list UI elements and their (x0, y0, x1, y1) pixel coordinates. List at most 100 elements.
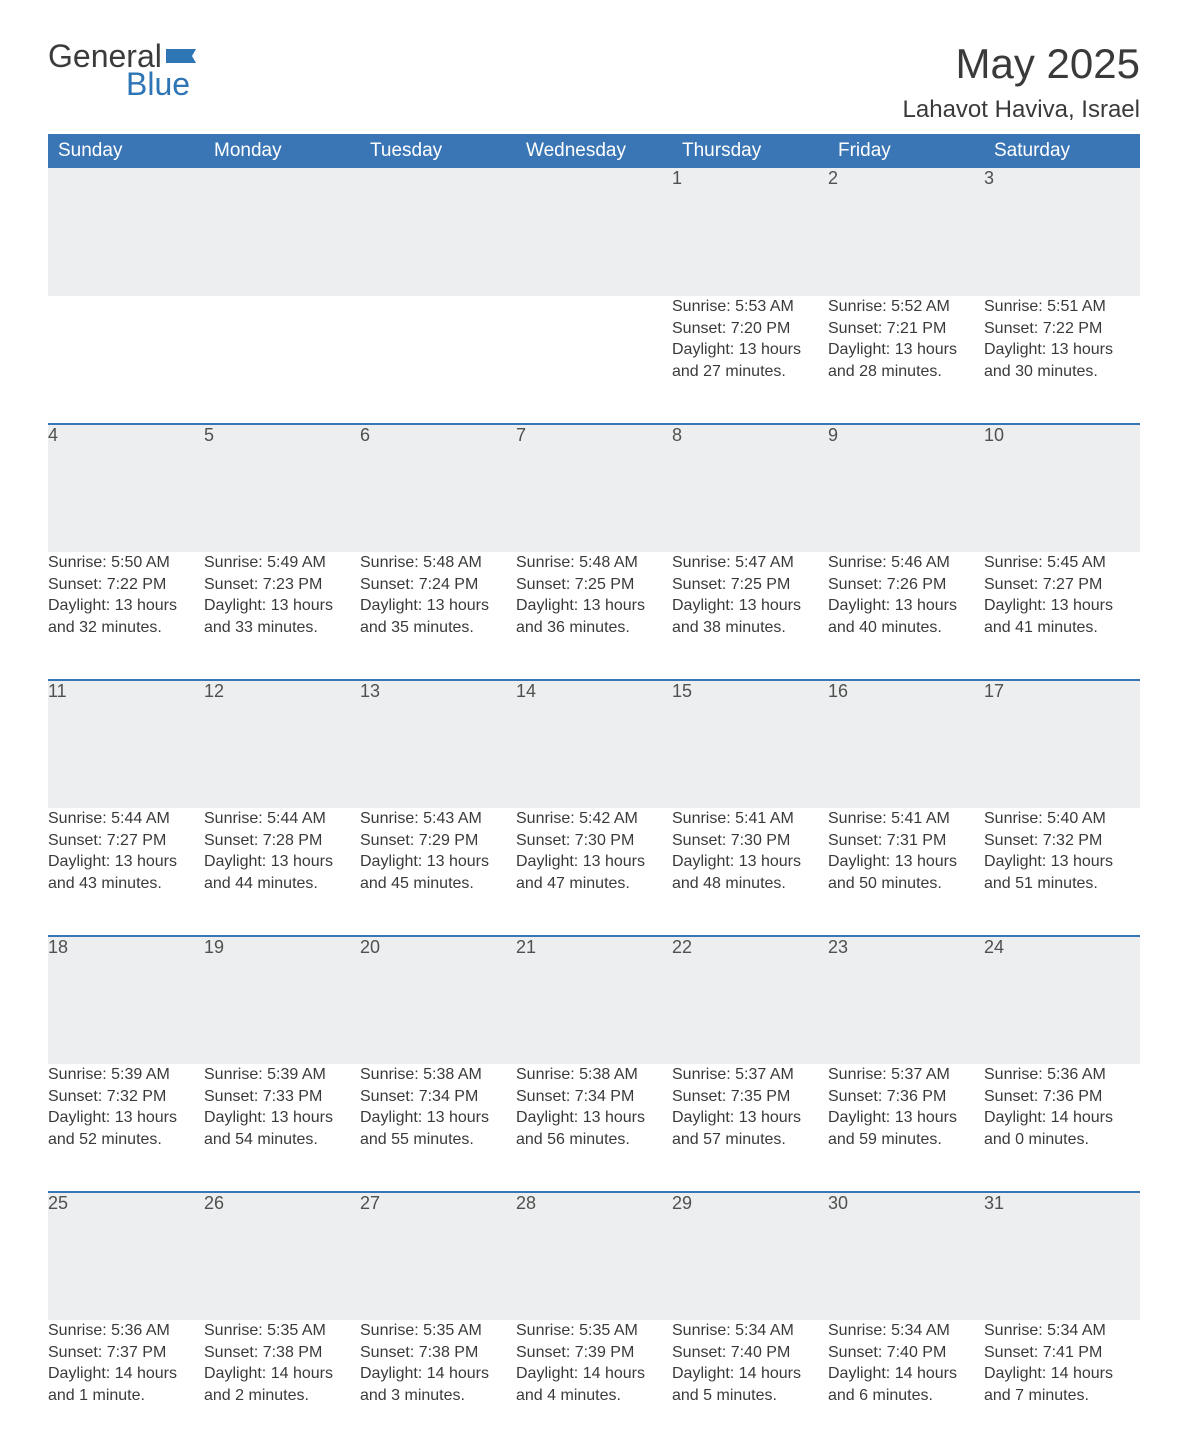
empty-cell (48, 296, 204, 424)
sunset-line: Sunset: 7:32 PM (48, 1088, 166, 1105)
calendar-table: SundayMondayTuesdayWednesdayThursdayFrid… (48, 134, 1140, 1448)
day-number: 30 (828, 1192, 984, 1320)
sunset-line: Sunset: 7:25 PM (516, 576, 634, 593)
day-details: Sunrise: 5:45 AMSunset: 7:27 PMDaylight:… (984, 552, 1140, 680)
sunrise-line: Sunrise: 5:35 AM (516, 1322, 638, 1339)
sunrise-line: Sunrise: 5:49 AM (204, 554, 326, 571)
empty-cell (516, 296, 672, 424)
sunrise-line: Sunrise: 5:39 AM (204, 1066, 326, 1083)
weekday-header: Friday (828, 134, 984, 168)
daylight-line: Daylight: 14 hoursand 2 minutes. (204, 1365, 333, 1404)
sunset-line: Sunset: 7:34 PM (516, 1088, 634, 1105)
day-details: Sunrise: 5:44 AMSunset: 7:27 PMDaylight:… (48, 808, 204, 936)
day-number: 19 (204, 936, 360, 1064)
sunset-line: Sunset: 7:20 PM (672, 320, 790, 337)
day-number: 3 (984, 168, 1140, 296)
day-details: Sunrise: 5:35 AM Sunset: 7:38 PM Daylight:… (204, 1320, 360, 1448)
empty-cell (204, 296, 360, 424)
sunrise-line: Sunrise: 5:46 AM (828, 554, 950, 571)
sunrise-line: Sunrise: 5:41 AM (828, 810, 950, 827)
sunset-line: Sunset: 7:37 PM (48, 1344, 166, 1361)
daylight-line: Daylight: 13 hoursand 55 minutes. (360, 1109, 489, 1148)
sunrise-line: Sunrise: 5:45 AM (984, 554, 1106, 571)
weekday-header-row: SundayMondayTuesdayWednesdayThursdayFrid… (48, 134, 1140, 168)
day-details: Sunrise: 5:37 AM Sunset: 7:35 PM Daylight:… (672, 1064, 828, 1192)
weekday-header: Monday (204, 134, 360, 168)
daylight-line: Daylight: 13 hoursand 30 minutes. (984, 341, 1113, 380)
sunset-line: Sunset: 7:27 PM (984, 576, 1102, 593)
sunrise-line: Sunrise: 5:38 AM (516, 1066, 638, 1083)
logo: General Blue (48, 40, 196, 100)
daylight-line: Daylight: 13 hoursand 27 minutes. (672, 341, 801, 380)
daylight-line: Daylight: 14 hoursand 0 minutes. (984, 1109, 1113, 1148)
day-number: 11 (48, 680, 204, 808)
day-details: Sunrise: 5:34 AMSunset: 7:40 PMDaylight:… (672, 1320, 828, 1448)
sunset-line: Sunset: 7:33 PM (204, 1088, 322, 1105)
empty-cell (204, 168, 360, 296)
day-number: 14 (516, 680, 672, 808)
day-number: 10 (984, 424, 1140, 552)
daylight-line: Daylight: 14 hoursand 1 minute. (48, 1365, 177, 1404)
daylight-line: Daylight: 13 hoursand 47 minutes. (516, 853, 645, 892)
sunrise-line: Sunrise: 5:34 AM (984, 1322, 1106, 1339)
sunrise-line: Sunrise: 5:34 AM (828, 1322, 950, 1339)
day-number: 17 (984, 680, 1140, 808)
sunset-line: Sunset: 7:21 PM (828, 320, 946, 337)
weekday-header: Sunday (48, 134, 204, 168)
daylight-line: Daylight: 13 hoursand 33 minutes. (204, 597, 333, 636)
sunrise-line: Sunrise: 5:37 AM (672, 1066, 794, 1083)
sunrise-line: Sunrise: 5:47 AM (672, 554, 794, 571)
empty-cell (360, 296, 516, 424)
day-details: Sunrise: 5:38 AMSunset: 7:34 PMDaylight:… (360, 1064, 516, 1192)
sunset-line: Sunset: 7:26 PM (828, 576, 946, 593)
sunrise-line: Sunrise: 5:53 AM (672, 298, 794, 315)
daylight-line: Daylight: 14 hoursand 7 minutes. (984, 1365, 1113, 1404)
sunset-line: Sunset: 7:28 PM (204, 832, 322, 849)
weekday-header: Tuesday (360, 134, 516, 168)
day-number: 26 (204, 1192, 360, 1320)
sunrise-line: Sunrise: 5:44 AM (48, 810, 170, 827)
sunset-line: Sunset: 7:29 PM (360, 832, 478, 849)
empty-cell (360, 168, 516, 296)
sunset-line: Sunset: 7:35 PM (672, 1088, 790, 1105)
sunset-line: Sunset: 7:40 PM (828, 1344, 946, 1361)
daylight-line: Daylight: 13 hoursand 40 minutes. (828, 597, 957, 636)
day-details: Sunrise: 5:49 AMSunset: 7:23 PMDaylight:… (204, 552, 360, 680)
sunset-line: Sunset: 7:40 PM (672, 1344, 790, 1361)
day-number: 23 (828, 936, 984, 1064)
weekday-header: Saturday (984, 134, 1140, 168)
sunrise-line: Sunrise: 5:37 AM (828, 1066, 950, 1083)
sunrise-line: Sunrise: 5:36 AM (48, 1322, 170, 1339)
day-details: Sunrise: 5:42 AMSunset: 7:30 PMDaylight:… (516, 808, 672, 936)
daylight-line: Daylight: 13 hoursand 51 minutes. (984, 853, 1113, 892)
daylight-line: Daylight: 14 hoursand 4 minutes. (516, 1365, 645, 1404)
sunrise-line: Sunrise: 5:39 AM (48, 1066, 170, 1083)
daylight-line: Daylight: 13 hoursand 54 minutes. (204, 1109, 333, 1148)
day-number: 9 (828, 424, 984, 552)
day-details: Sunrise: 5:51 AMSunset: 7:22 PMDaylight:… (984, 296, 1140, 424)
sunrise-line: Sunrise: 5:52 AM (828, 298, 950, 315)
day-number: 16 (828, 680, 984, 808)
day-details: Sunrise: 5:35 AMSunset: 7:38 PMDaylight:… (360, 1320, 516, 1448)
daylight-line: Daylight: 13 hoursand 57 minutes. (672, 1109, 801, 1148)
daylight-line: Daylight: 13 hoursand 50 minutes. (828, 853, 957, 892)
day-details: Sunrise: 5:37 AMSunset: 7:36 PMDaylight:… (828, 1064, 984, 1192)
sunset-line: Sunset: 7:30 PM (516, 832, 634, 849)
sunset-line: Sunset: 7:30 PM (672, 832, 790, 849)
sunset-line: Sunset: 7:38 PM (204, 1344, 322, 1361)
day-number: 7 (516, 424, 672, 552)
location-label: Lahavot Haviva, Israel (903, 96, 1140, 124)
day-number: 25 (48, 1192, 204, 1320)
sunset-line: Sunset: 7:24 PM (360, 576, 478, 593)
day-number: 2 (828, 168, 984, 296)
day-details: Sunrise: 5:34 AMSunset: 7:40 PMDaylight:… (828, 1320, 984, 1448)
sunrise-line: Sunrise: 5:50 AM (48, 554, 170, 571)
sunrise-line: Sunrise: 5:44 AM (204, 810, 326, 827)
daylight-line: Daylight: 13 hoursand 28 minutes. (828, 341, 957, 380)
sunrise-line: Sunrise: 5:35 AM (360, 1322, 482, 1339)
day-details: Sunrise: 5:34 AMSunset: 7:41 PMDaylight:… (984, 1320, 1140, 1448)
sunrise-line: Sunrise: 5:43 AM (360, 810, 482, 827)
sunrise-line: Sunrise: 5:35 AM (204, 1322, 326, 1339)
day-number: 8 (672, 424, 828, 552)
day-number: 18 (48, 936, 204, 1064)
